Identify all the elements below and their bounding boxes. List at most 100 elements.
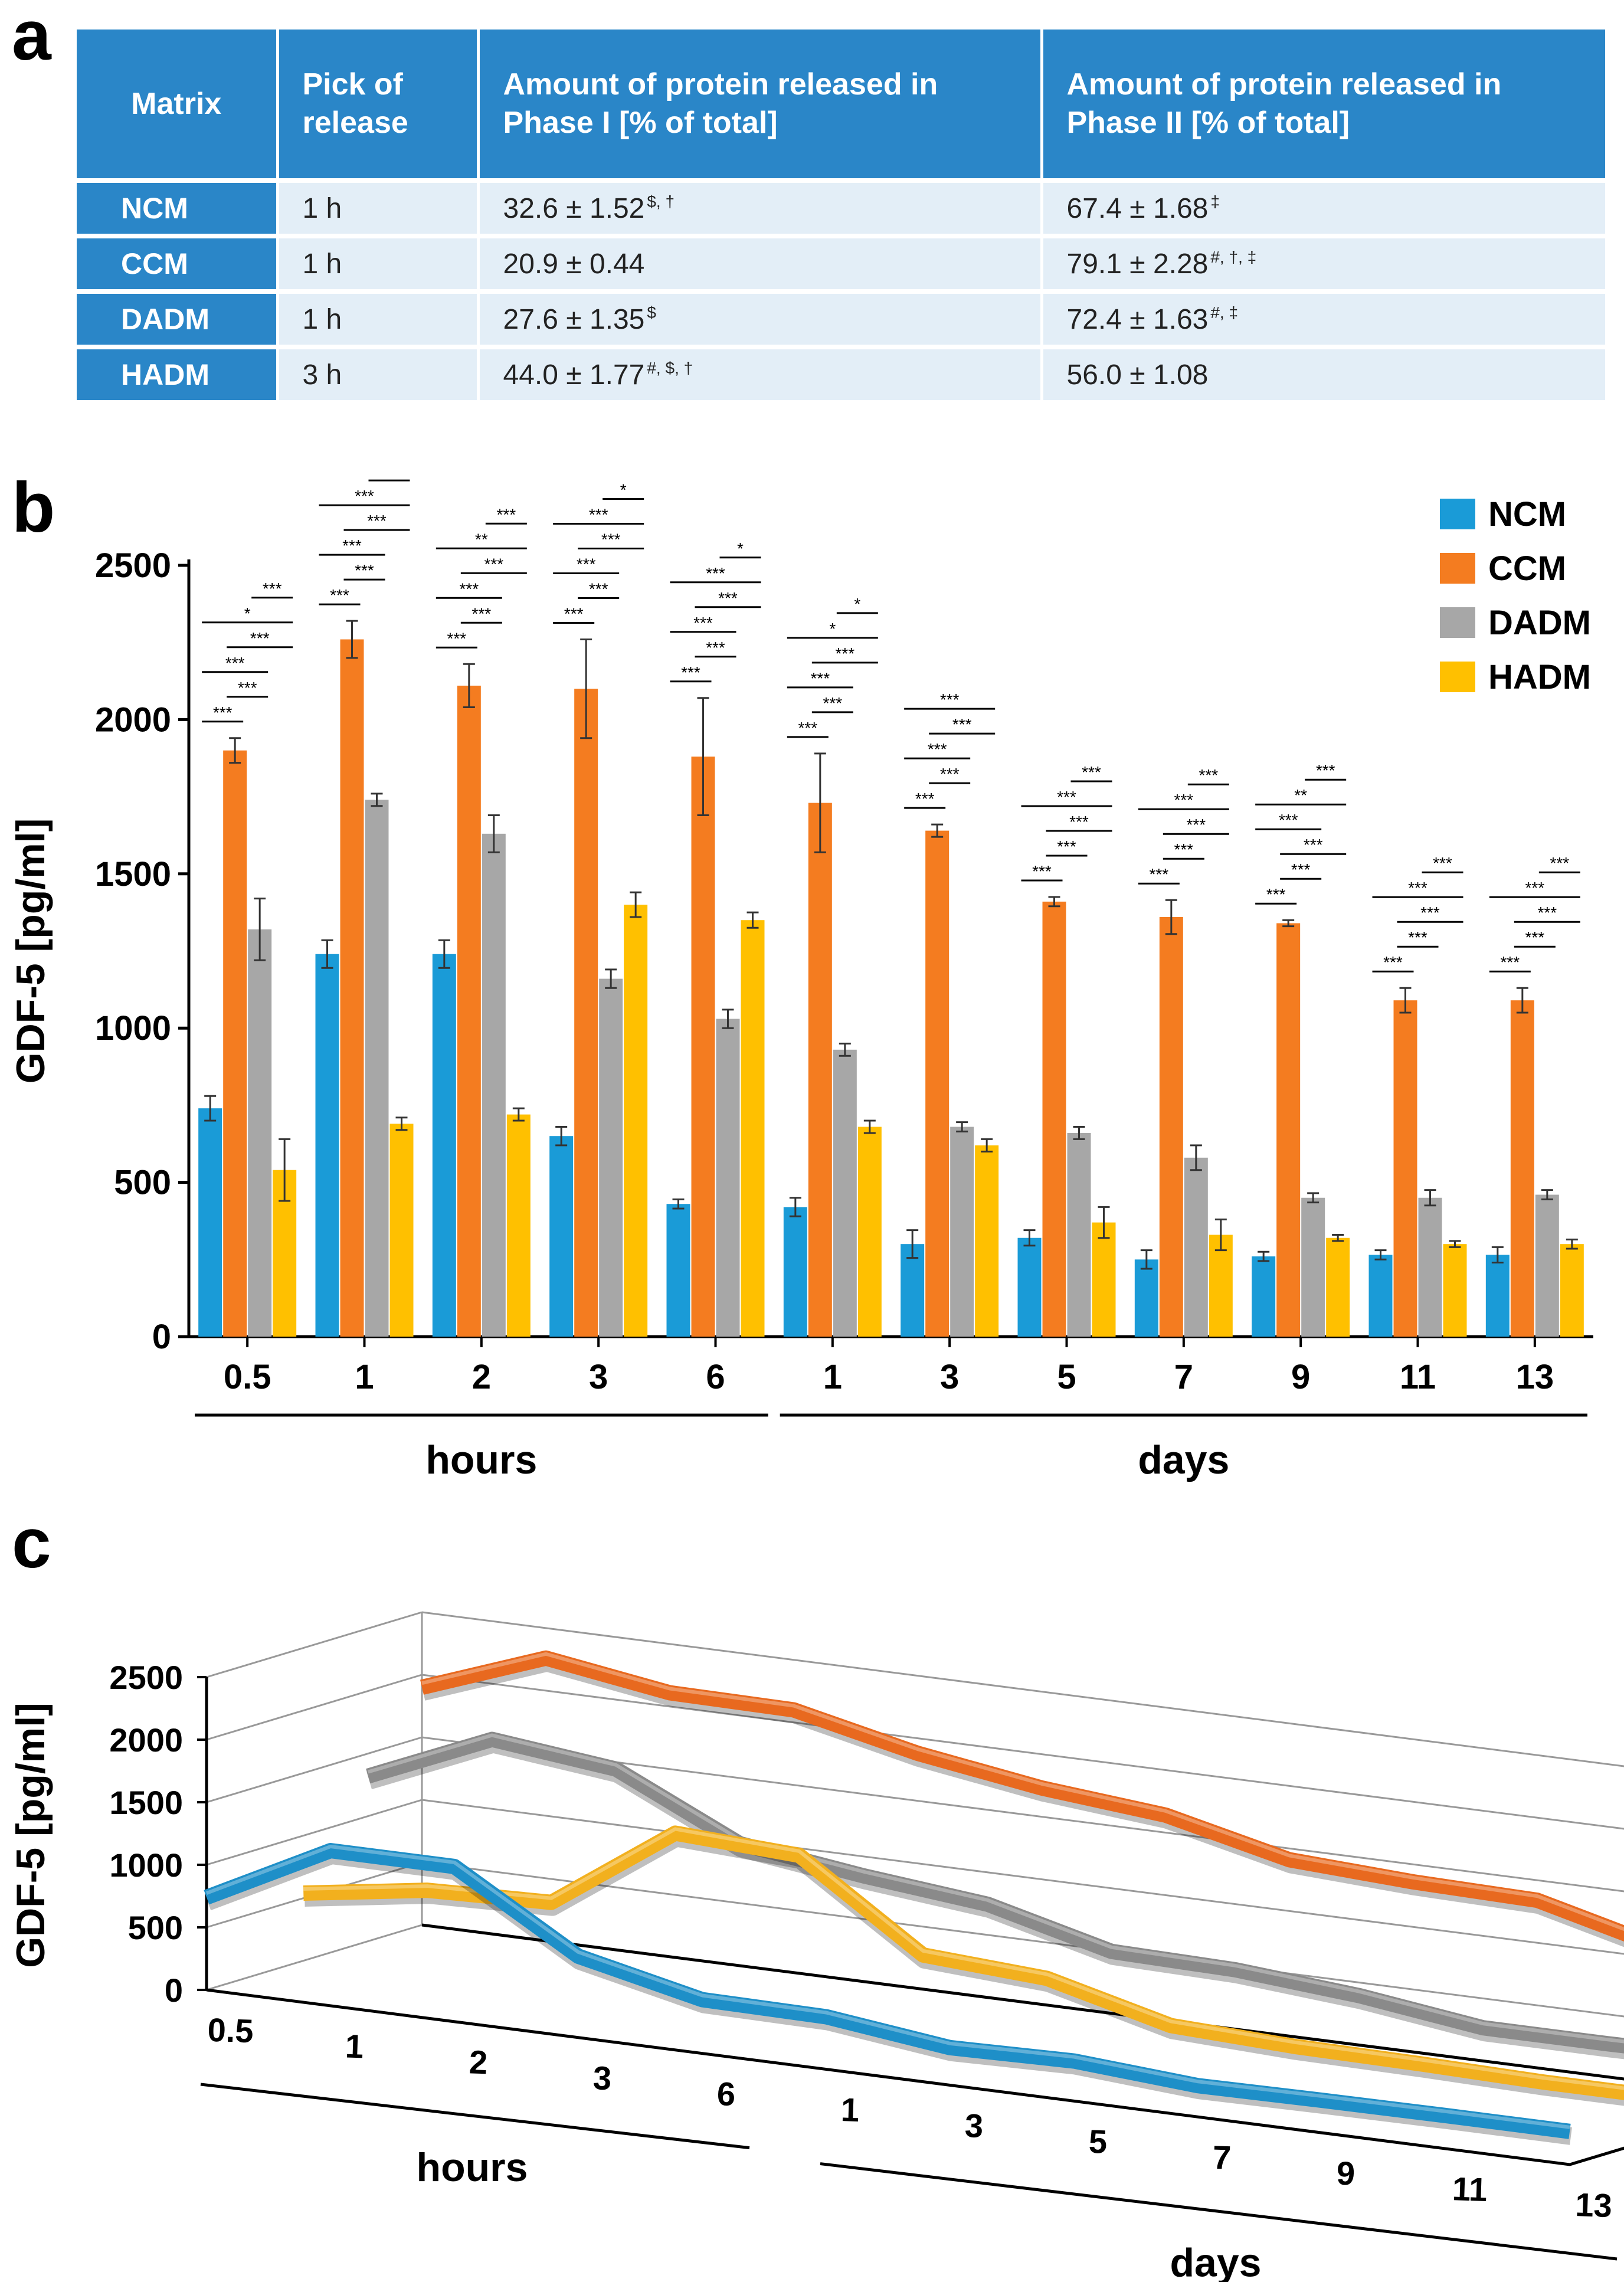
bar-dadm: [1418, 1197, 1442, 1337]
x-tick-label: 1: [345, 2027, 364, 2065]
group-label: days: [1170, 2240, 1262, 2282]
bar-ccm: [1159, 916, 1183, 1337]
significance-mark: ***: [1057, 788, 1076, 806]
significance-mark: ***: [915, 790, 935, 808]
significance-mark: ***: [250, 629, 270, 647]
phase1-cell: 32.6 ± 1.52 $, †: [478, 181, 1043, 238]
significance-mark: **: [475, 530, 488, 548]
significance-mark: ***: [1304, 836, 1323, 854]
column-header-pick: Pick of release: [277, 30, 480, 181]
x-tick-label: 6: [716, 2075, 736, 2113]
bar-ncm: [1368, 1255, 1393, 1337]
x-tick-label: 2: [472, 1358, 491, 1396]
x-tick-label: 9: [1291, 1358, 1310, 1396]
bar-hadm: [506, 1114, 531, 1337]
significance-mark: ***: [1082, 763, 1101, 781]
x-tick-label: 13: [1516, 1358, 1554, 1396]
significance-mark: *: [737, 539, 744, 558]
ribbon-highlight: [367, 1733, 1624, 2044]
bar-ccm: [691, 757, 715, 1337]
matrix-cell: CCM: [77, 236, 279, 294]
legend-swatch-ccm: [1440, 553, 1475, 584]
significance-mark: ***: [810, 669, 830, 687]
y-tick-label: 2500: [95, 546, 171, 585]
significance-mark: ***: [1537, 903, 1557, 922]
significance-mark: ***: [355, 487, 374, 505]
back-gridline: [421, 1799, 1624, 1955]
bar-dadm: [1535, 1194, 1559, 1337]
significance-mark: ***: [1199, 766, 1218, 784]
y-tick-label: 1000: [95, 1009, 171, 1047]
significance-mark: ***: [823, 694, 842, 712]
significance-mark: ***: [225, 654, 245, 672]
ribbon-highlight: [205, 1845, 1570, 2129]
x-tick-label: 7: [1212, 2139, 1232, 2176]
significance-mark: ***: [263, 579, 282, 598]
ribbon-highlight: [303, 1827, 1624, 2090]
bar-ncm: [901, 1244, 925, 1337]
significance-mark: ***: [940, 765, 960, 783]
bar-ncm: [1017, 1237, 1042, 1337]
bar-ncm: [315, 954, 339, 1337]
bar-dadm: [482, 833, 506, 1337]
phase1-cell: 27.6 ± 1.35 $: [478, 292, 1043, 349]
bar-ncm: [549, 1136, 574, 1337]
significance-mark: ***: [213, 703, 233, 722]
back-gridline: [421, 1736, 1624, 1893]
legend-label-hadm: HADM: [1488, 658, 1591, 696]
significance-mark: ***: [1149, 865, 1168, 883]
side-gridline: [206, 1611, 423, 1678]
legend-swatch-hadm: [1440, 662, 1475, 692]
bar-dadm: [248, 929, 272, 1337]
phase1-cell: 44.0 ± 1.77 #, $, †: [478, 347, 1043, 405]
significance-mark: ***: [342, 536, 362, 555]
significance-mark: ***: [589, 579, 608, 598]
bar-hadm: [1326, 1237, 1350, 1337]
bar-hadm: [624, 905, 648, 1337]
significance-mark: ***: [330, 586, 349, 604]
bar-dadm: [716, 1019, 740, 1337]
significance-mark: ***: [589, 505, 608, 523]
significance-mark: ***: [706, 639, 725, 657]
phase2-significance: #, ‡: [1210, 303, 1239, 322]
legend-swatch-dadm: [1440, 607, 1475, 638]
column-header-phase2: Amount of protein released in Phase II […: [1042, 30, 1605, 181]
phase2-cell: 67.4 ± 1.68 ‡: [1042, 181, 1605, 238]
significance-mark: ***: [1316, 761, 1335, 780]
release-table: Matrix Pick of release Amount of protein…: [77, 30, 1605, 405]
significance-mark: ***: [952, 715, 972, 734]
bar-hadm: [741, 920, 765, 1337]
line-chart-3d-c: 0 500 1000 1500 2000 2500 GDF-5 [pg/ml] 0.5 1 2 3 6…: [8, 1611, 1624, 2282]
bar-hadm: [389, 1124, 414, 1337]
side-gridline: [206, 1924, 423, 1991]
significance-mark: ***: [1408, 879, 1427, 897]
x-tick-label: 11: [1400, 1358, 1436, 1396]
column-header-matrix: Matrix: [77, 30, 279, 181]
significance-mark: ***: [1057, 837, 1076, 856]
significance-mark: ***: [706, 564, 725, 582]
y-tick-label: 1000: [109, 1846, 183, 1884]
bar-ncm: [198, 1108, 222, 1337]
phase2-cell: 72.4 ± 1.63 #, ‡: [1042, 292, 1605, 349]
significance-mark: ***: [1291, 860, 1311, 879]
legend-label-ncm: NCM: [1488, 495, 1566, 533]
significance-mark: ***: [1500, 953, 1520, 971]
y-tick-label: 500: [128, 1909, 183, 1946]
phase2-significance: #, †, ‡: [1210, 247, 1257, 266]
side-gridline: [206, 1799, 423, 1866]
bar-ccm: [1276, 923, 1301, 1337]
bar-dadm: [1301, 1197, 1325, 1337]
significance-mark: ***: [798, 719, 817, 737]
bar-hadm: [1443, 1244, 1467, 1337]
significance-mark: ***: [1525, 879, 1544, 897]
significance-mark: ***: [496, 505, 516, 523]
line-series-dadm: [366, 1731, 1624, 2054]
bar-ccm: [1393, 1000, 1417, 1337]
table-row: CCM 1 h 20.9 ± 0.44 79.1 ± 2.28 #, †, ‡: [77, 236, 1605, 294]
y-tick-label: 0: [152, 1318, 171, 1356]
y-axis-title: GDF-5 [pg/ml]: [8, 1703, 53, 1968]
significance-mark: ***: [484, 555, 503, 573]
bar-hadm: [857, 1127, 882, 1337]
matrix-cell: DADM: [77, 292, 279, 349]
significance-mark: ***: [1266, 885, 1286, 903]
